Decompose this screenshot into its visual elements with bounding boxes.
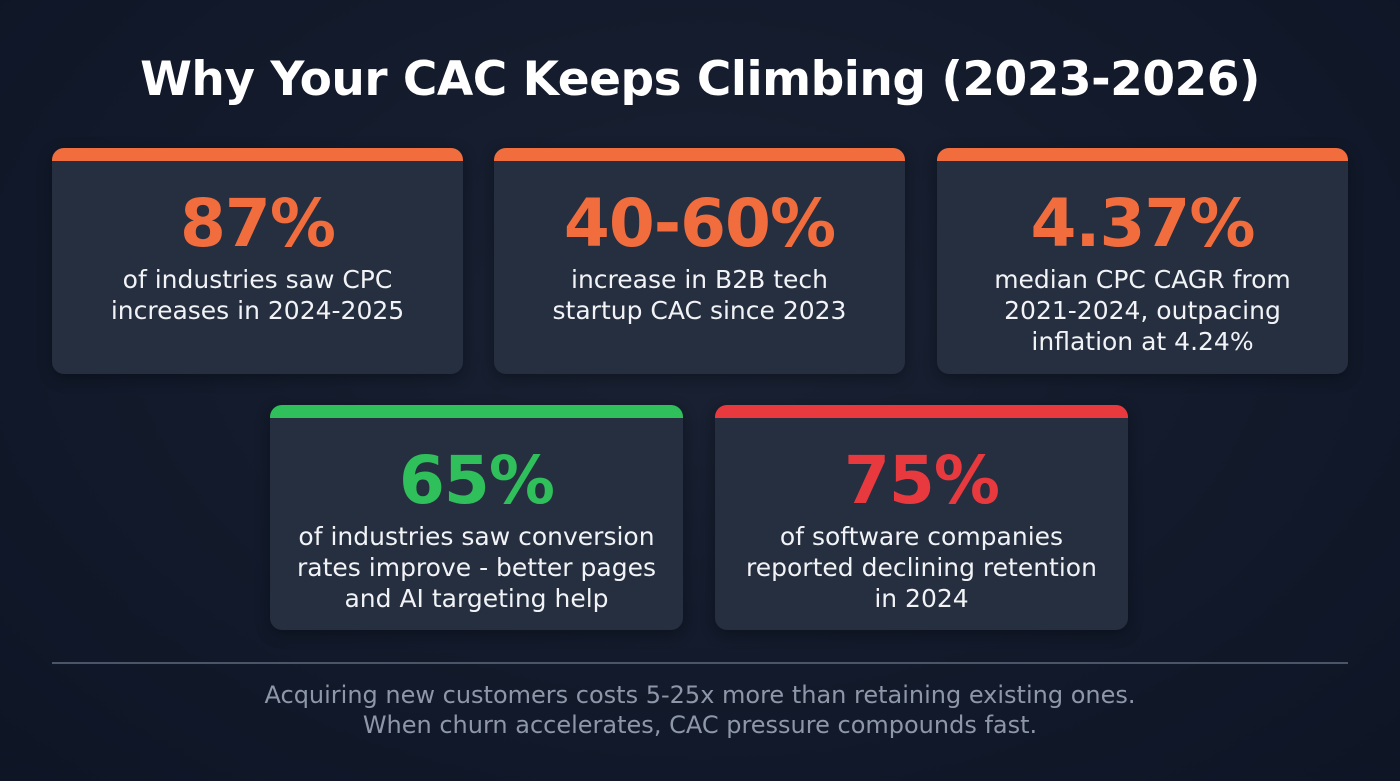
accent-bar	[270, 405, 683, 418]
footnote: Acquiring new customers costs 5-25x more…	[0, 680, 1400, 740]
stat-value: 40-60%	[563, 185, 836, 262]
page-title: Why Your CAC Keeps Climbing (2023-2026)	[140, 52, 1260, 107]
footnote-line-1: Acquiring new customers costs 5-25x more…	[264, 681, 1136, 709]
accent-bar	[937, 148, 1348, 161]
footnote-line-2: When churn accelerates, CAC pressure com…	[362, 711, 1038, 739]
stat-value: 4.37%	[1030, 185, 1256, 262]
stat-value: 87%	[180, 185, 336, 262]
stat-card-b2b-cac: 40-60% increase in B2B tech startup CAC …	[494, 148, 905, 374]
divider	[52, 662, 1348, 664]
stat-description: of software companies reported declining…	[746, 522, 1097, 613]
stat-card-retention: 75% of software companies reported decli…	[715, 405, 1128, 630]
stat-card-cpc-increases: 87% of industries saw CPC increases in 2…	[52, 148, 463, 374]
stat-description: increase in B2B tech startup CAC since 2…	[552, 265, 847, 325]
accent-bar	[715, 405, 1128, 418]
accent-bar	[494, 148, 905, 161]
stat-card-cpc-cagr: 4.37% median CPC CAGR from 2021-2024, ou…	[937, 148, 1348, 374]
stat-description: of industries saw conversion rates impro…	[297, 522, 656, 613]
stat-card-conversion-rates: 65% of industries saw conversion rates i…	[270, 405, 683, 630]
stat-description: median CPC CAGR from 2021-2024, outpacin…	[994, 265, 1291, 356]
stat-value: 65%	[399, 442, 555, 519]
stat-value: 75%	[844, 442, 1000, 519]
accent-bar	[52, 148, 463, 161]
stat-description: of industries saw CPC increases in 2024-…	[110, 265, 405, 325]
